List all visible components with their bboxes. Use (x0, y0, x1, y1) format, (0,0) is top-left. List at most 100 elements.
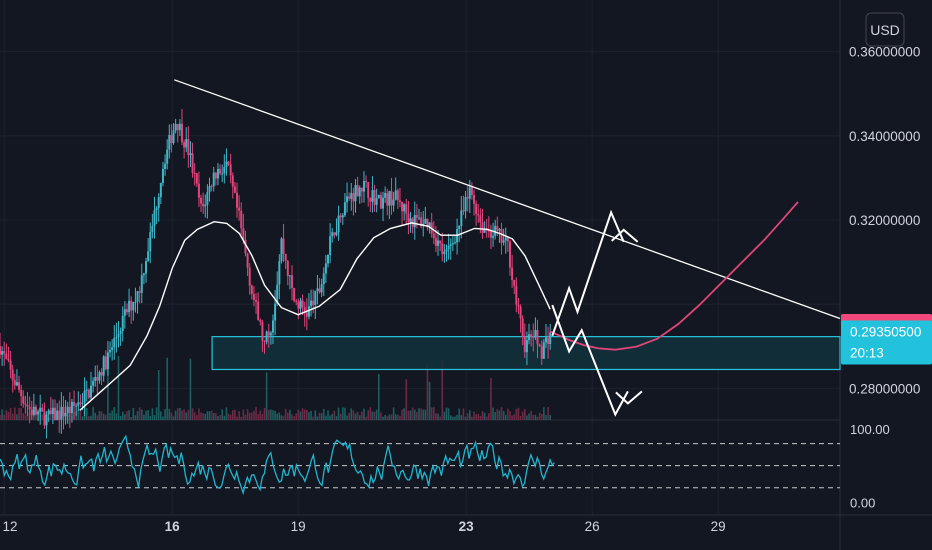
volume-bar (337, 407, 340, 420)
volume-bar (96, 415, 99, 420)
candle-body (147, 251, 150, 262)
candle-body (508, 241, 511, 268)
volume-bar (9, 407, 12, 420)
volume-bar (166, 357, 168, 420)
candle-body (216, 168, 219, 179)
volume-bar (437, 413, 439, 420)
volume-bar (405, 379, 408, 420)
candle-body (200, 197, 203, 204)
candle-body (382, 197, 385, 209)
candle-body (255, 299, 258, 302)
volume-bar (413, 409, 416, 420)
moving-average-line (79, 220, 551, 411)
candle-body (525, 340, 528, 353)
volume-bar (81, 416, 84, 420)
candle-body (109, 349, 112, 353)
volume-bar (255, 407, 257, 420)
candle-body (168, 134, 171, 150)
volume-bar (388, 414, 391, 420)
volume-bar (490, 378, 492, 420)
volume-bar (3, 414, 6, 420)
volume-bar (416, 411, 418, 420)
candle-body (271, 320, 274, 333)
candle-body (34, 406, 37, 415)
volume-bar (270, 409, 272, 420)
candle-body (517, 304, 520, 307)
arrow-down-head-icon (615, 390, 643, 405)
volume-bar (215, 413, 217, 420)
volume-bar (521, 411, 524, 420)
volume-bar (253, 410, 255, 420)
volume-bar (481, 411, 484, 420)
volume-bar (284, 408, 287, 420)
candle-body (195, 173, 198, 184)
candle-body (413, 214, 416, 228)
candle-body (43, 411, 46, 426)
currency-button[interactable]: USD (865, 12, 905, 47)
candle-body (356, 185, 359, 197)
candle-body (231, 175, 234, 187)
candle-body (13, 380, 16, 386)
candle-body (295, 300, 298, 302)
volume-bar (363, 408, 365, 420)
x-tick-label: 16 (165, 519, 181, 534)
volume-bar (471, 416, 473, 420)
volume-bar (170, 412, 173, 420)
volume-bar (354, 413, 357, 420)
volume-bar (433, 407, 435, 420)
projection-curve[interactable] (549, 201, 799, 351)
candle-body (489, 231, 492, 238)
volume-bar (534, 414, 537, 420)
y-tick-label: 0.32000000 (849, 213, 920, 228)
candle-body (322, 273, 325, 285)
candle-body (373, 190, 376, 205)
oscillator-tick-label: 0.00 (850, 495, 875, 510)
candle-body (291, 275, 294, 288)
candle-body (343, 202, 346, 216)
currency-label: USD (870, 22, 900, 38)
volume-bar (384, 414, 386, 420)
volume-bar (134, 415, 137, 420)
candle-body (392, 199, 395, 206)
price-axis[interactable]: 0.36000000 0.34000000 0.32000000 0.28000000… (849, 45, 920, 511)
candle-body (449, 244, 452, 246)
candle-body (15, 382, 18, 386)
candle-body (280, 238, 283, 262)
candle-body (121, 315, 124, 332)
volume-bar (212, 413, 215, 420)
candle-body (297, 301, 300, 309)
candle-body (259, 319, 262, 322)
volume-bar (314, 410, 317, 420)
projection-arrow-down[interactable] (551, 304, 629, 417)
volume-bar (297, 409, 300, 420)
time-axis[interactable]: 12 16 19 23 26 29 (2, 519, 725, 534)
descending-trendline[interactable] (174, 79, 841, 320)
volume-bar (325, 415, 327, 420)
candle-body (307, 306, 310, 317)
candle-body (487, 230, 490, 232)
projection-arrow-up[interactable] (551, 209, 625, 337)
volume-bar (126, 411, 128, 420)
volume-bar (219, 414, 221, 420)
candle-body (79, 402, 82, 404)
x-tick-label: 19 (291, 519, 306, 534)
candle-body (81, 402, 84, 404)
volume-bar (41, 414, 44, 420)
volume-bar (193, 412, 196, 420)
candle-body (479, 215, 482, 223)
volume-bar (282, 415, 285, 420)
candle-body (500, 229, 503, 243)
candle-body (312, 300, 315, 306)
candle-body (94, 377, 97, 381)
candle-body (318, 288, 321, 293)
volume-bar (382, 416, 384, 420)
candle-body (288, 275, 291, 277)
volume-bar (263, 407, 266, 420)
candle-body (138, 291, 141, 293)
volume-bar (526, 415, 528, 420)
candle-body (54, 407, 57, 420)
volume-bar (386, 416, 389, 420)
arrow-up-head-icon (611, 228, 639, 243)
